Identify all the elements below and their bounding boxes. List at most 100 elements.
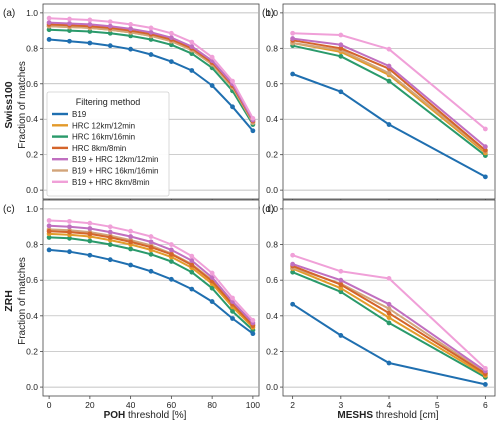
data-point [338,289,344,295]
data-point [148,25,154,31]
data-point [189,286,195,292]
data-point [46,15,52,21]
data-point [250,115,256,121]
data-point [482,126,488,132]
x-tick-label: 6 [483,400,488,410]
data-point [46,228,52,234]
series-line [292,39,487,152]
data-point [290,269,296,275]
y-tick-label: 0.8 [26,43,38,53]
y-tick-label: 0.0 [266,382,278,392]
data-point [482,365,488,371]
x-tick-label: 20 [85,400,95,410]
y-tick-label: 0.0 [26,382,38,392]
data-point [128,46,134,52]
y-tick-label: 1.0 [26,8,38,18]
series-line [292,263,486,372]
data-point [67,21,72,26]
data-point [230,104,235,110]
data-point [168,247,174,253]
series-line [292,267,486,377]
data-point [290,261,296,267]
y-tick-label: 0.8 [266,240,278,250]
data-point [46,20,52,26]
data-point [148,251,154,257]
data-point [128,228,134,234]
data-point [107,242,113,247]
y-tick-label: 0.4 [26,114,38,124]
y-tick-label: 0.8 [26,240,38,250]
data-point [107,235,113,240]
data-point [168,35,174,41]
data-point [189,258,195,263]
data-point [386,276,392,281]
data-point [209,275,215,280]
data-point [87,17,93,23]
legend-entry: B19 + HRC 16km/16min [72,167,158,176]
data-point [338,42,344,48]
series-line [292,37,487,148]
data-point [209,54,215,60]
data-point [148,244,154,250]
data-point [148,239,154,245]
data-point [168,242,174,247]
panel-c: 0.0 0.2 0.4 0.6 0.8 1.0 0 20 40 60 80 100 [26,199,260,410]
data-point [386,310,392,316]
legend-frame [46,91,170,197]
xlabel-d: MESHS threshold [cm] [337,410,438,421]
y-tick-label: 0.2 [26,150,38,160]
x-tick-label: 60 [167,400,177,410]
data-point [87,40,93,46]
legend-entry: B19 + HRC 12km/12min [72,155,158,164]
data-point [107,257,113,263]
data-point [67,229,72,235]
data-point [46,218,52,223]
data-point [107,30,113,36]
data-point [87,238,93,244]
data-point [168,59,174,65]
x-tick-label: 100 [246,400,260,410]
legend: Filtering method B19 HRC 12km/12min HRC 16… [46,91,170,197]
data-point [107,43,113,49]
data-point [67,218,72,224]
y-tick-label: 0.2 [26,346,38,356]
data-point [338,89,344,95]
data-point [67,235,72,241]
data-point [386,63,392,69]
y-tick-label: 0.2 [266,150,278,160]
data-point [230,295,235,301]
data-point [67,16,72,22]
data-point [386,301,392,307]
x-tick-label: 5 [435,400,440,410]
data-point [189,39,195,45]
x-tick-label: 0 [47,400,52,410]
data-point [168,276,174,282]
x-tick-label: 80 [207,400,217,410]
y-tick-label: 1.0 [266,204,278,214]
data-point [386,315,392,320]
panel-label-a: (a) [3,8,15,19]
data-point [148,37,154,42]
y-tick-label: 0.6 [26,79,38,89]
data-point [128,234,134,239]
data-point [386,306,392,312]
ylabel-bottom: Fraction of matches [17,257,28,345]
data-point [250,331,256,337]
legend-title: Filtering method [76,97,141,107]
data-point [87,226,93,231]
data-point [338,277,344,283]
data-point [107,19,113,25]
data-point [148,29,154,35]
plot-frame [282,199,496,397]
data-point [290,301,296,307]
legend-entry: B19 + HRC 8km/8min [72,178,150,187]
data-point [189,253,195,259]
legend-entry: HRC 12km/12min [72,121,135,130]
data-point [128,26,134,32]
data-point [209,270,215,276]
data-point [338,282,344,288]
data-point [290,71,296,77]
data-point [338,333,344,338]
